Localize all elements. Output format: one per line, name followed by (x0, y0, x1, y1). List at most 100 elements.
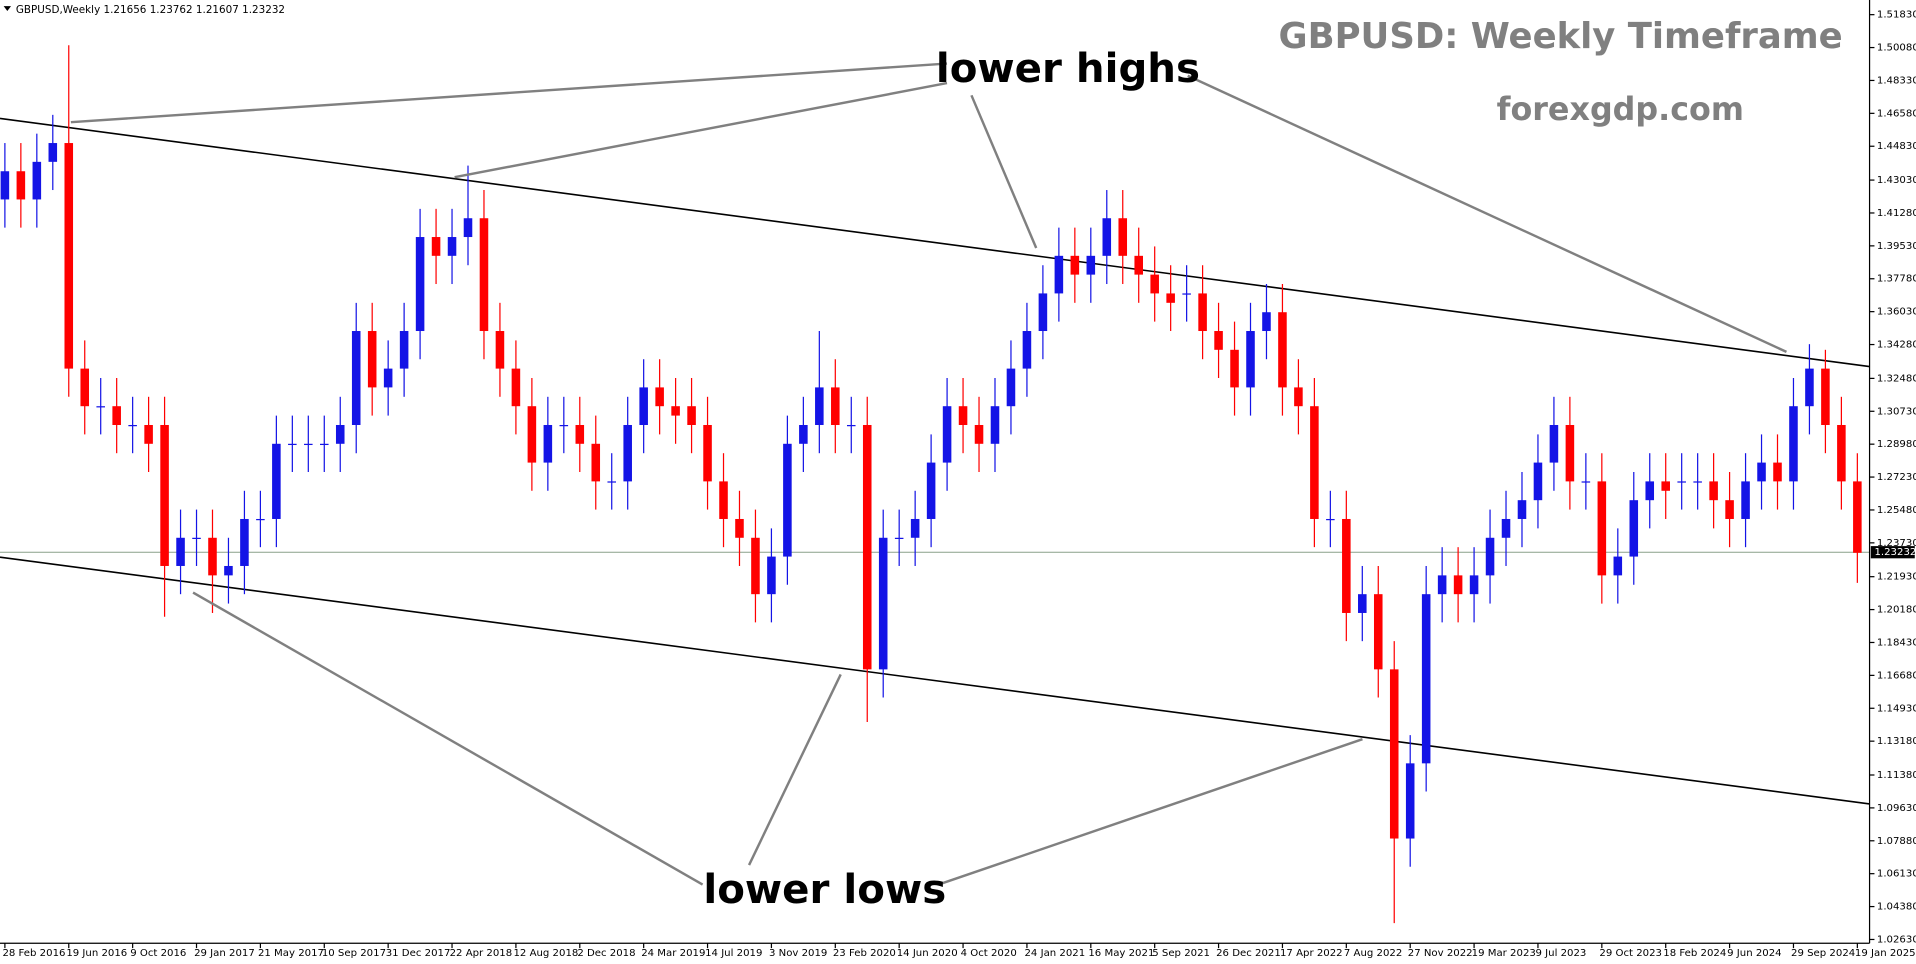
candle-body (958, 406, 968, 425)
x-tick-label: 9 Oct 2016 (130, 948, 186, 959)
candle-body (1326, 518, 1335, 521)
x-tick-label: 29 Sep 2024 (1791, 948, 1855, 959)
candle-body (96, 406, 105, 408)
candle-body (256, 518, 265, 521)
candle-body (1086, 255, 1096, 275)
x-tick-label: 27 Nov 2022 (1408, 948, 1473, 959)
candle-body (1565, 424, 1575, 482)
candle-body (1549, 424, 1559, 463)
chart-subtitle: forexgdp.com (1497, 92, 1744, 128)
x-tick-label: 2 Dec 2018 (577, 948, 635, 959)
candle-body (32, 161, 42, 200)
candle-body (639, 387, 648, 425)
candle-body (703, 424, 712, 482)
candle-body (80, 368, 90, 407)
candle-body (783, 443, 792, 557)
y-tick-label: 1.02630 (1877, 934, 1916, 945)
candle-body (1597, 481, 1607, 576)
candle-body (351, 331, 361, 425)
candle-body (1278, 312, 1287, 388)
candle-body (192, 537, 201, 540)
candle-body (719, 481, 728, 519)
candle-body (272, 443, 281, 519)
last-price-label: 1.23232 (1874, 547, 1916, 558)
candle-body (767, 556, 776, 595)
candle-body (415, 237, 425, 332)
annotation: lower highs (936, 45, 1200, 92)
candle-body (320, 443, 329, 446)
y-tick-label: 1.16680 (1877, 670, 1916, 681)
pointer (454, 81, 948, 179)
y-tick-label: 1.21930 (1877, 572, 1916, 583)
y-tick-label: 1.32480 (1877, 373, 1916, 384)
y-tick-label: 1.48330 (1877, 75, 1916, 86)
candle-body (1358, 594, 1367, 613)
candle-body (543, 424, 553, 463)
candle-body (878, 537, 888, 670)
pointer (970, 94, 1038, 249)
x-tick-label: 5 Sep 2021 (1152, 948, 1210, 959)
candle-body (160, 424, 169, 566)
candle-body (1773, 462, 1782, 482)
candle-body (1118, 218, 1128, 256)
candle-body (367, 331, 377, 388)
candle-body (1805, 368, 1814, 407)
x-tick-label: 9 Jun 2024 (1727, 948, 1781, 959)
candle-body (1517, 500, 1527, 519)
x-tick-label: 17 Apr 2022 (1280, 948, 1343, 959)
candle-body (1214, 331, 1223, 350)
candle-body (1310, 406, 1319, 519)
candle-body (335, 424, 345, 444)
candle-body (1629, 500, 1639, 557)
y-tick-label: 1.04380 (1877, 902, 1916, 913)
x-tick-label: 16 May 2021 (1088, 948, 1154, 959)
candle-body (1757, 462, 1766, 482)
candle-body (64, 143, 74, 369)
candle-body (304, 443, 313, 446)
y-tick-label: 1.27230 (1877, 472, 1916, 483)
y-tick-label: 1.30730 (1877, 406, 1916, 417)
x-tick-label: 4 Oct 2020 (961, 948, 1017, 959)
candle-body (974, 424, 984, 444)
candle-body (1693, 481, 1702, 483)
candle-body (1102, 218, 1112, 256)
y-tick-label: 1.36030 (1877, 307, 1916, 318)
candle-body (431, 237, 441, 256)
candle-body (575, 424, 585, 444)
x-tick-label: 23 Feb 2020 (833, 948, 896, 959)
candle-body (1501, 518, 1511, 538)
candle-body (128, 424, 137, 427)
candle-body (1150, 274, 1159, 294)
symbol-info: GBPUSD,Weekly 1.21656 1.23762 1.21607 1.… (16, 4, 285, 16)
candle-body (1246, 331, 1255, 388)
candle-body (1581, 481, 1591, 483)
candle-body (862, 424, 872, 670)
candle-body (1054, 255, 1064, 294)
candle-body (1789, 406, 1798, 482)
candle-body (687, 406, 696, 425)
candle-body (1661, 481, 1670, 491)
x-tick-label: 29 Oct 2023 (1599, 948, 1662, 959)
x-tick-label: 18 Feb 2024 (1663, 948, 1726, 959)
candle-body (751, 537, 760, 595)
x-tick-label: 31 Dec 2017 (386, 948, 451, 959)
candle-body (591, 443, 601, 482)
y-tick-label: 1.11380 (1877, 770, 1916, 781)
candle-body (990, 406, 1000, 444)
candle-body (926, 462, 936, 519)
candle-body (735, 518, 744, 538)
candle-body (1006, 368, 1016, 407)
y-tick-label: 1.39530 (1877, 241, 1916, 252)
y-tick-label: 1.46580 (1877, 108, 1916, 119)
candle-body (1038, 293, 1048, 332)
candle-body (224, 565, 233, 576)
x-tick-label: 19 Mar 2023 (1472, 948, 1536, 959)
last-price-tag (1870, 546, 1915, 559)
pointer (70, 62, 948, 124)
candle-body (1262, 312, 1271, 332)
candle-body (1485, 537, 1495, 576)
candle-body (1182, 293, 1191, 295)
candle-body (799, 424, 808, 444)
